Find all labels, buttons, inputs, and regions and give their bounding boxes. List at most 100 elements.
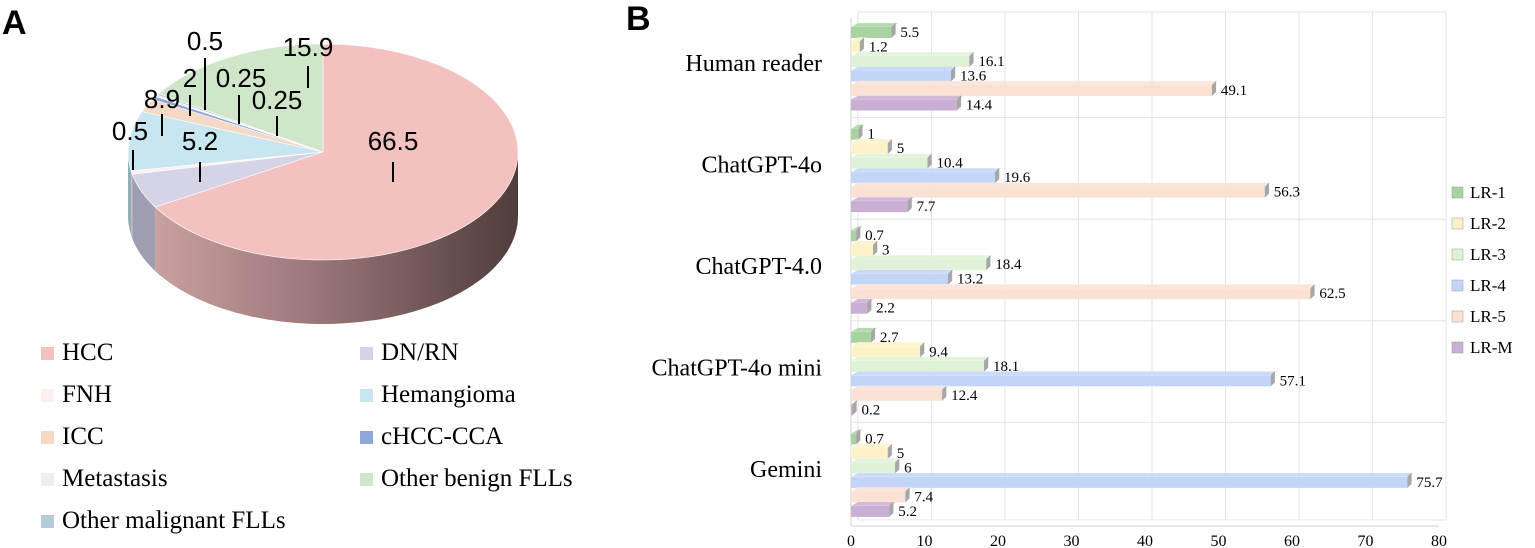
x-tick-label-40: 40 — [1137, 533, 1153, 548]
bar-value-lr-2-chatgpt-4o: 5 — [897, 141, 905, 157]
bar-value-lr-5-gemini: 7.4 — [914, 489, 933, 505]
x-tick-label-80: 80 — [1431, 533, 1447, 548]
bar-lr-5-chatgpt-4o — [851, 186, 1265, 198]
bar-cap-lr-m-gemini — [889, 501, 894, 517]
bar-cap-lr-m-chatgpt-4-0 — [867, 298, 872, 314]
pie-legend-label-icc: ICC — [62, 423, 104, 450]
bar-value-lr-2-chatgpt-4-0: 3 — [882, 243, 890, 259]
bar-top-lr-4-human-reader — [850, 66, 959, 71]
bar-cap-lr-m-human-reader — [956, 95, 962, 111]
bar-lr-5-chatgpt-4o-mini — [851, 389, 943, 401]
panel-label-b: B — [626, 0, 651, 38]
bar-top-lr-m-chatgpt-4o — [850, 196, 916, 202]
bar-value-lr-3-human-reader: 16.1 — [978, 54, 1004, 70]
bar-lr-2-chatgpt-4o-mini — [851, 346, 921, 358]
bar-lr-3-chatgpt-4-0 — [851, 259, 987, 271]
bar-lr-5-chatgpt-4-0 — [851, 288, 1311, 300]
x-tick-label-50: 50 — [1211, 533, 1227, 548]
x-tick-label-70: 70 — [1358, 533, 1374, 548]
pie-legend-swatch-other-benign-flls — [360, 473, 373, 486]
bar-top-lr-3-human-reader — [850, 51, 977, 57]
bar-top-lr-2-gemini — [850, 443, 896, 449]
bar-value-lr-1-chatgpt-4o: 1 — [867, 127, 875, 143]
bar-cap-lr-1-chatgpt-4-0 — [856, 226, 861, 242]
bar-cap-lr-4-chatgpt-4o — [995, 168, 1000, 184]
bar-lr-4-human-reader — [851, 70, 951, 82]
pie-value-fnh: 0.5 — [112, 116, 148, 146]
bar-value-lr-5-chatgpt-4-0: 62.5 — [1319, 286, 1345, 302]
pie-side-dn-rn — [132, 174, 156, 271]
bar-cap-lr-2-chatgpt-4-0 — [873, 240, 878, 256]
pie-side-hcc — [155, 152, 518, 325]
pie-value-hcc: 66.5 — [368, 126, 419, 156]
bar-cap-lr-1-gemini — [856, 429, 861, 445]
bar-cap-lr-1-human-reader — [891, 23, 896, 38]
bar-top-lr-5-chatgpt-4o-mini — [850, 385, 950, 390]
bar-value-lr-3-chatgpt-4-0: 18.4 — [995, 257, 1022, 273]
bar-cap-lr-3-human-reader — [969, 52, 974, 67]
bar-value-lr-5-chatgpt-4o-mini: 12.4 — [951, 388, 978, 404]
legend-swatch-lr-4 — [1451, 279, 1464, 292]
x-tick-label-0: 0 — [847, 533, 855, 548]
bar-top-lr-1-human-reader — [850, 22, 899, 28]
bar-top-lr-3-chatgpt-4o — [850, 153, 936, 158]
bar-value-lr-2-gemini: 5 — [897, 446, 905, 462]
bar-cap-lr-3-chatgpt-4-0 — [986, 255, 991, 271]
bar-top-lr-m-human-reader — [850, 95, 965, 100]
bar-cap-lr-4-chatgpt-4o-mini — [1270, 371, 1275, 387]
panel-label-a: A — [2, 4, 27, 42]
bar-lr-1-chatgpt-4o — [851, 128, 859, 140]
bar-cap-lr-2-chatgpt-4o-mini — [920, 342, 925, 358]
legend-swatch-lr-1 — [1451, 186, 1464, 199]
legend-label-lr-3: LR-3 — [1470, 245, 1506, 264]
bar-lr-1-chatgpt-4o-mini — [851, 331, 871, 343]
bar-value-lr-3-gemini: 6 — [904, 460, 912, 476]
bar-lr-5-gemini — [851, 491, 906, 503]
bar-value-lr-4-chatgpt-4-0: 13.2 — [957, 272, 983, 288]
bar-cap-lr-3-chatgpt-4o-mini — [984, 356, 989, 372]
bar-cap-lr-2-chatgpt-4o — [887, 139, 892, 155]
bar-cap-lr-5-chatgpt-4o-mini — [942, 385, 947, 401]
category-label-human-reader: Human reader — [685, 51, 822, 77]
legend-label-lr-2: LR-2 — [1470, 214, 1506, 233]
bar-top-lr-1-chatgpt-4o — [850, 124, 866, 129]
bar-cap-lr-5-gemini — [905, 487, 910, 503]
bar-cap-lr-3-chatgpt-4o — [927, 153, 932, 169]
bar-cap-lr-2-gemini — [887, 443, 892, 459]
pie-legend-label-dn-rn: DN/RN — [381, 339, 459, 366]
pie-value-hemangioma: 8.9 — [144, 84, 180, 114]
bar-lr-2-chatgpt-4-0 — [851, 244, 874, 256]
bar-value-lr-m-chatgpt-4o: 7.7 — [917, 199, 936, 215]
bar-cap-lr-5-human-reader — [1211, 81, 1217, 96]
pie-value-icc: 2 — [183, 63, 197, 93]
pie-legend-swatch-hcc — [41, 347, 54, 360]
legend-swatch-lr-m — [1451, 341, 1464, 354]
bar-top-lr-2-chatgpt-4o — [850, 138, 896, 144]
bar-lr-4-gemini — [851, 476, 1408, 488]
bar-cap-lr-1-chatgpt-4o-mini — [870, 327, 876, 343]
pie-legend-label-hcc: HCC — [62, 339, 113, 366]
bar-top-lr-4-chatgpt-4o — [850, 167, 1003, 173]
bar-cap-lr-3-gemini — [895, 458, 900, 474]
pie-slice-hemangioma — [127, 111, 324, 172]
bar-value-lr-4-chatgpt-4o-mini: 57.1 — [1280, 373, 1306, 389]
legend-swatch-lr-5 — [1451, 310, 1464, 323]
bar-top-lr-2-human-reader — [850, 37, 868, 42]
category-label-chatgpt-4o-mini: ChatGPT-4o mini — [652, 356, 823, 382]
bar-cap-lr-m-chatgpt-4o — [907, 197, 912, 213]
pie-legend-swatch-hemangioma — [360, 389, 373, 402]
bar-cap-lr-4-chatgpt-4-0 — [948, 269, 953, 285]
bar-top-lr-4-chatgpt-4o-mini — [850, 371, 1279, 376]
bar-lr-1-gemini — [851, 433, 857, 445]
bar-top-lr-3-gemini — [850, 458, 903, 463]
pie-value-metastasis: 0.25 — [216, 63, 267, 93]
pie-legend-label-other-malignant-flls: Other malignant FLLs — [62, 507, 286, 534]
category-label-gemini: Gemini — [750, 457, 822, 483]
bar-value-lr-m-chatgpt-4o-mini: 0.2 — [861, 402, 880, 418]
pie-value-other-malignant-flls: 0.25 — [252, 85, 303, 115]
bar-lr-m-chatgpt-4-0 — [851, 302, 868, 314]
bar-lr-5-human-reader — [851, 85, 1212, 96]
bar-lr-3-chatgpt-4o-mini — [851, 360, 985, 372]
